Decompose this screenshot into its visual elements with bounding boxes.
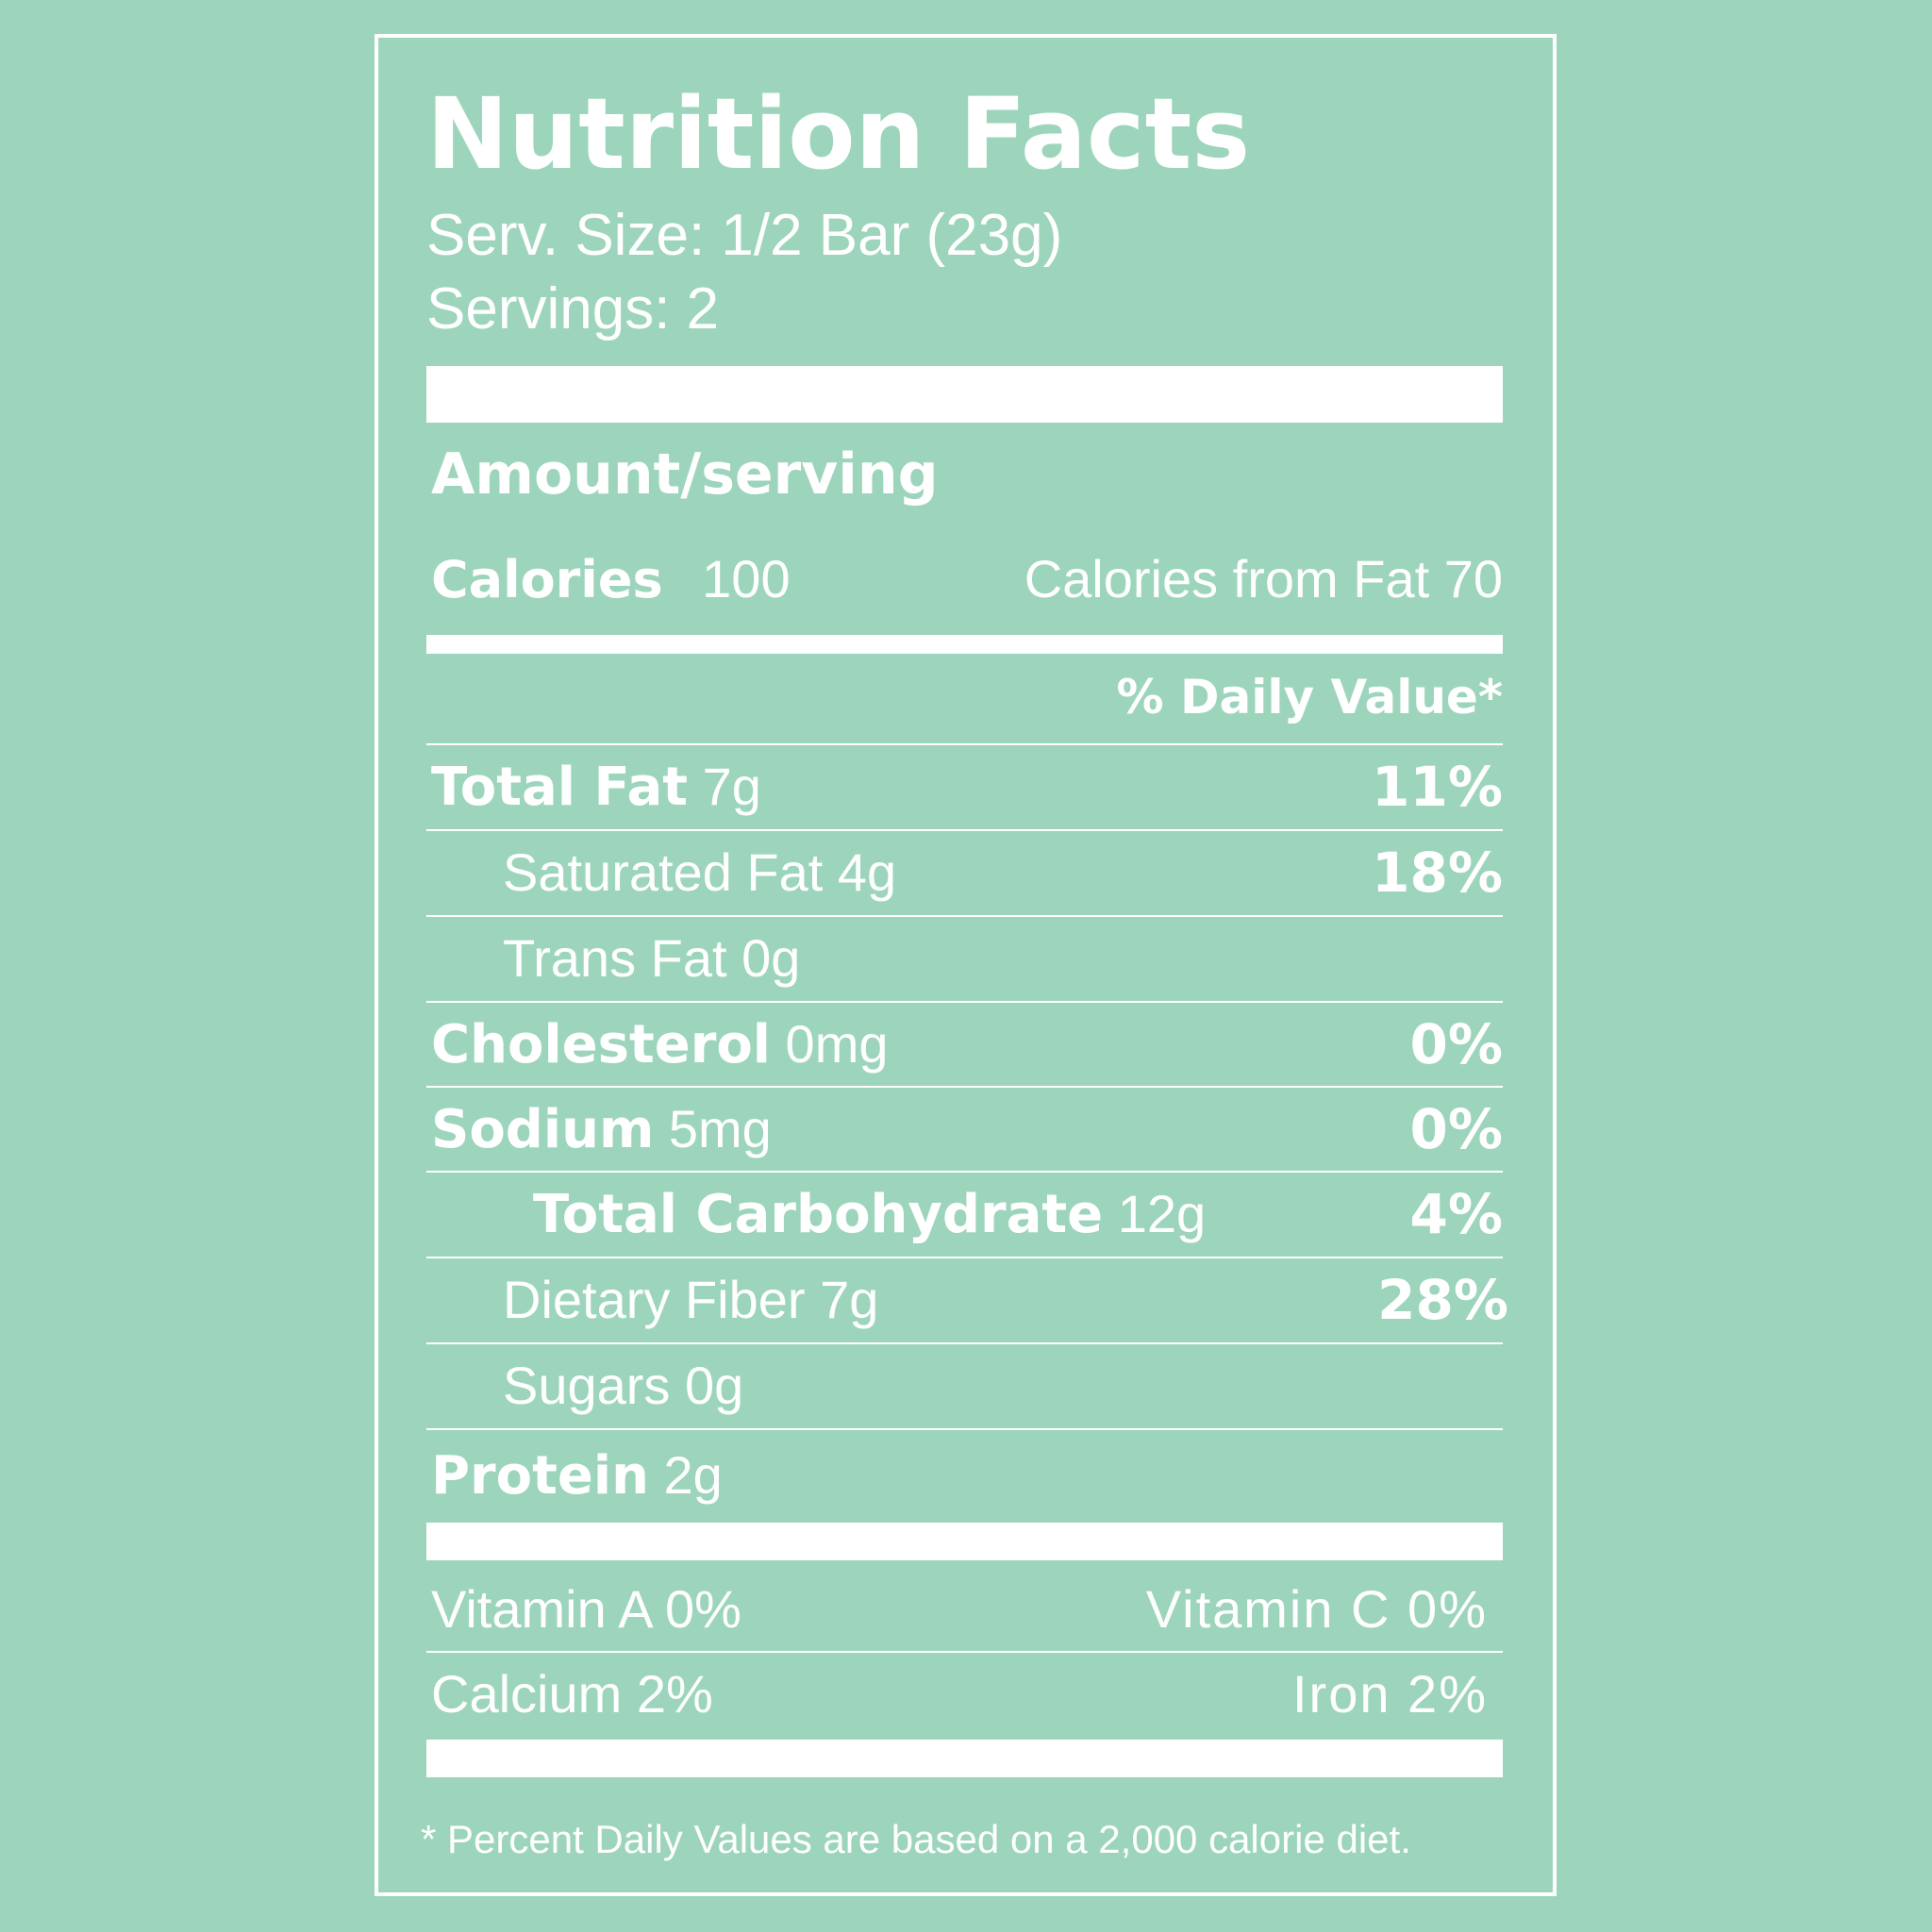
mineral-row: Calcium 2% Iron 2% — [431, 1655, 1488, 1734]
nutrient-percent: 11% — [1372, 755, 1503, 819]
row-rule — [426, 1342, 1503, 1344]
nutrient-amount: 12g — [1117, 1184, 1207, 1243]
nutrient-row-trans-fat: Trans Fat 0g — [431, 919, 1503, 998]
nutrient-name: Total Carbohydrate — [533, 1184, 1104, 1245]
nutrient-percent: 4% — [1409, 1182, 1503, 1246]
vitamin-left: Calcium 2% — [431, 1664, 713, 1724]
nutrient-name: Cholesterol — [431, 1014, 771, 1075]
thick-divider-middle — [426, 1523, 1503, 1560]
nutrient-name: Sodium — [431, 1099, 655, 1160]
nutrient-percent: 0% — [1409, 1012, 1503, 1076]
nutrient-name: Dietary Fiber — [503, 1270, 806, 1329]
nutrient-percent: 18% — [1372, 841, 1503, 905]
nutrient-amount: 2g — [663, 1445, 723, 1505]
nutrient-row-sodium: Sodium 5mg 0% — [431, 1090, 1503, 1169]
calories-label: Calories — [431, 550, 663, 609]
amount-per-serving-heading: Amount/serving — [431, 441, 939, 508]
nutrient-row-cholesterol: Cholesterol 0mg 0% — [431, 1005, 1503, 1084]
nutrient-row-total-carbohydrate: Total Carbohydrate 12g 4% — [431, 1174, 1503, 1254]
nutrient-amount: 0mg — [785, 1014, 889, 1074]
nutrient-amount: 5mg — [668, 1099, 772, 1158]
calories-from-fat: Calories from Fat 70 — [1024, 549, 1503, 608]
nutrient-name: Trans Fat — [503, 928, 727, 988]
row-rule — [426, 1651, 1503, 1653]
nutrient-amount: 7g — [702, 757, 761, 816]
nutrient-amount: 0g — [685, 1356, 744, 1415]
row-rule — [426, 743, 1503, 745]
calories-value: 100 — [702, 549, 791, 608]
medium-divider — [426, 635, 1503, 654]
label-title: Nutrition Facts — [426, 76, 1251, 192]
row-rule — [426, 1001, 1503, 1003]
row-rule — [426, 1086, 1503, 1088]
nutrient-amount: 7g — [820, 1270, 879, 1329]
nutrient-row-dietary-fiber: Dietary Fiber 7g 28% — [431, 1260, 1508, 1340]
vitamin-right: Iron 2% — [1292, 1664, 1488, 1724]
nutrient-percent: 0% — [1409, 1097, 1503, 1161]
nutrient-name: Sugars — [503, 1356, 671, 1415]
vitamin-row: Vitamin A 0% Vitamin C 0% — [431, 1570, 1488, 1649]
nutrient-row-total-fat: Total Fat 7g 11% — [431, 747, 1503, 826]
nutrient-percent: 28% — [1377, 1268, 1508, 1332]
thick-divider-bottom — [426, 1740, 1503, 1777]
nutrient-amount: 4g — [837, 842, 897, 902]
nutrient-row-sugars: Sugars 0g — [431, 1346, 1503, 1425]
row-rule — [426, 1171, 1503, 1173]
nutrient-row-saturated-fat: Saturated Fat 4g 18% — [431, 833, 1503, 912]
nutrient-name: Protein — [431, 1445, 649, 1507]
nutrient-name: Saturated Fat — [503, 842, 824, 902]
footnote: * Percent Daily Values are based on a 2,… — [421, 1817, 1411, 1861]
row-rule — [426, 915, 1503, 917]
calories-row: Calories 100 Calories from Fat 70 — [431, 545, 1503, 613]
vitamin-left: Vitamin A 0% — [431, 1579, 741, 1639]
nutrient-amount: 0g — [741, 928, 801, 988]
nutrient-row-protein: Protein 2g — [431, 1436, 1503, 1515]
row-rule — [426, 1257, 1503, 1258]
thick-divider-top — [426, 366, 1503, 423]
row-rule — [426, 1428, 1503, 1430]
row-rule — [426, 829, 1503, 831]
nutrition-label-frame — [375, 34, 1557, 1896]
nutrient-name: Total Fat — [431, 757, 689, 818]
daily-value-heading: % Daily Value* — [1116, 670, 1503, 724]
servings-per-container: Servings: 2 — [426, 276, 720, 341]
vitamin-right: Vitamin C 0% — [1145, 1579, 1488, 1639]
serving-size: Serv. Size: 1/2 Bar (23g) — [426, 203, 1063, 268]
